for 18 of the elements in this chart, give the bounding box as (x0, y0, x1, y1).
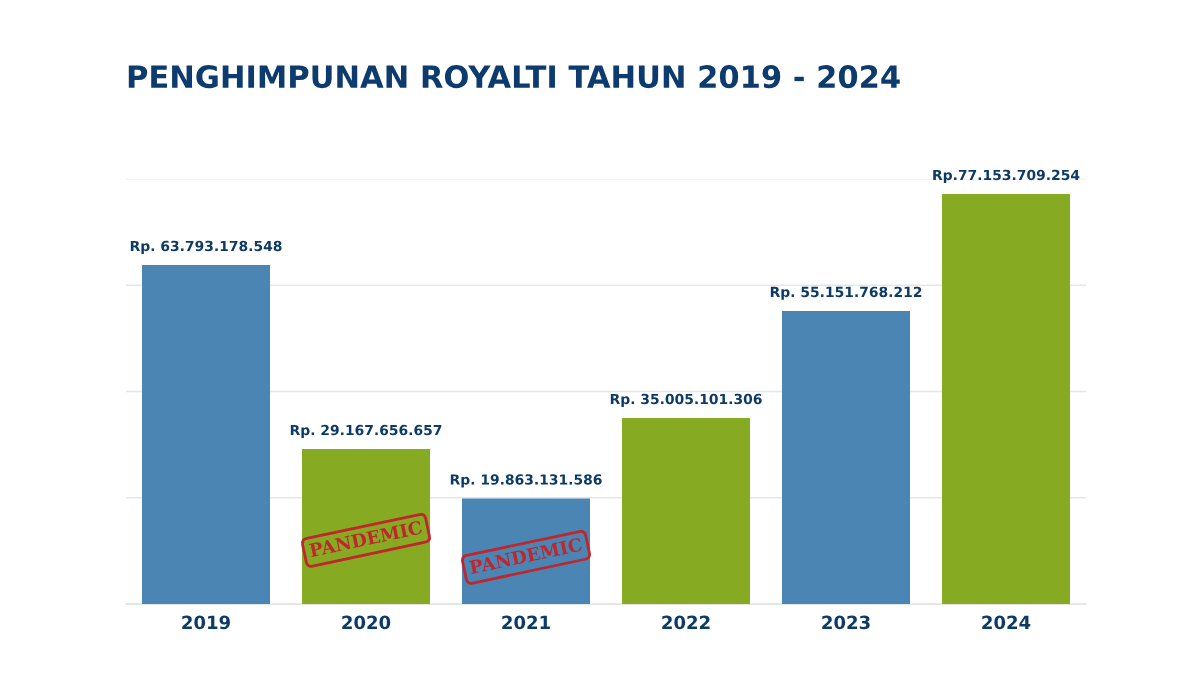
bar (622, 418, 750, 605)
x-tick-label: 2020 (342, 615, 391, 630)
x-tick-label: 2022 (662, 615, 710, 630)
bar (942, 194, 1070, 605)
bar (142, 265, 270, 605)
x-tick-label: 2021 (502, 615, 550, 630)
bar (782, 310, 910, 605)
chart-title: PENGHIMPUNAN ROYALTI TAHUN 2019 - 2024 (128, 65, 900, 89)
data-label: Rp. 55.151.768.212 (770, 286, 922, 300)
data-label: Rp.77.153.709.254 (933, 169, 1080, 183)
data-label: Rp. 35.005.101.306 (610, 393, 762, 407)
bar (302, 449, 430, 605)
data-label: Rp. 19.863.131.586 (450, 474, 602, 488)
x-tick-label: 2024 (982, 615, 1031, 630)
x-tick-label: 2019 (182, 615, 230, 630)
data-label: Rp. 29.167.656.657 (290, 424, 442, 438)
data-label: Rp. 63.793.178.548 (130, 240, 282, 254)
x-tick-label: 2023 (822, 615, 870, 630)
